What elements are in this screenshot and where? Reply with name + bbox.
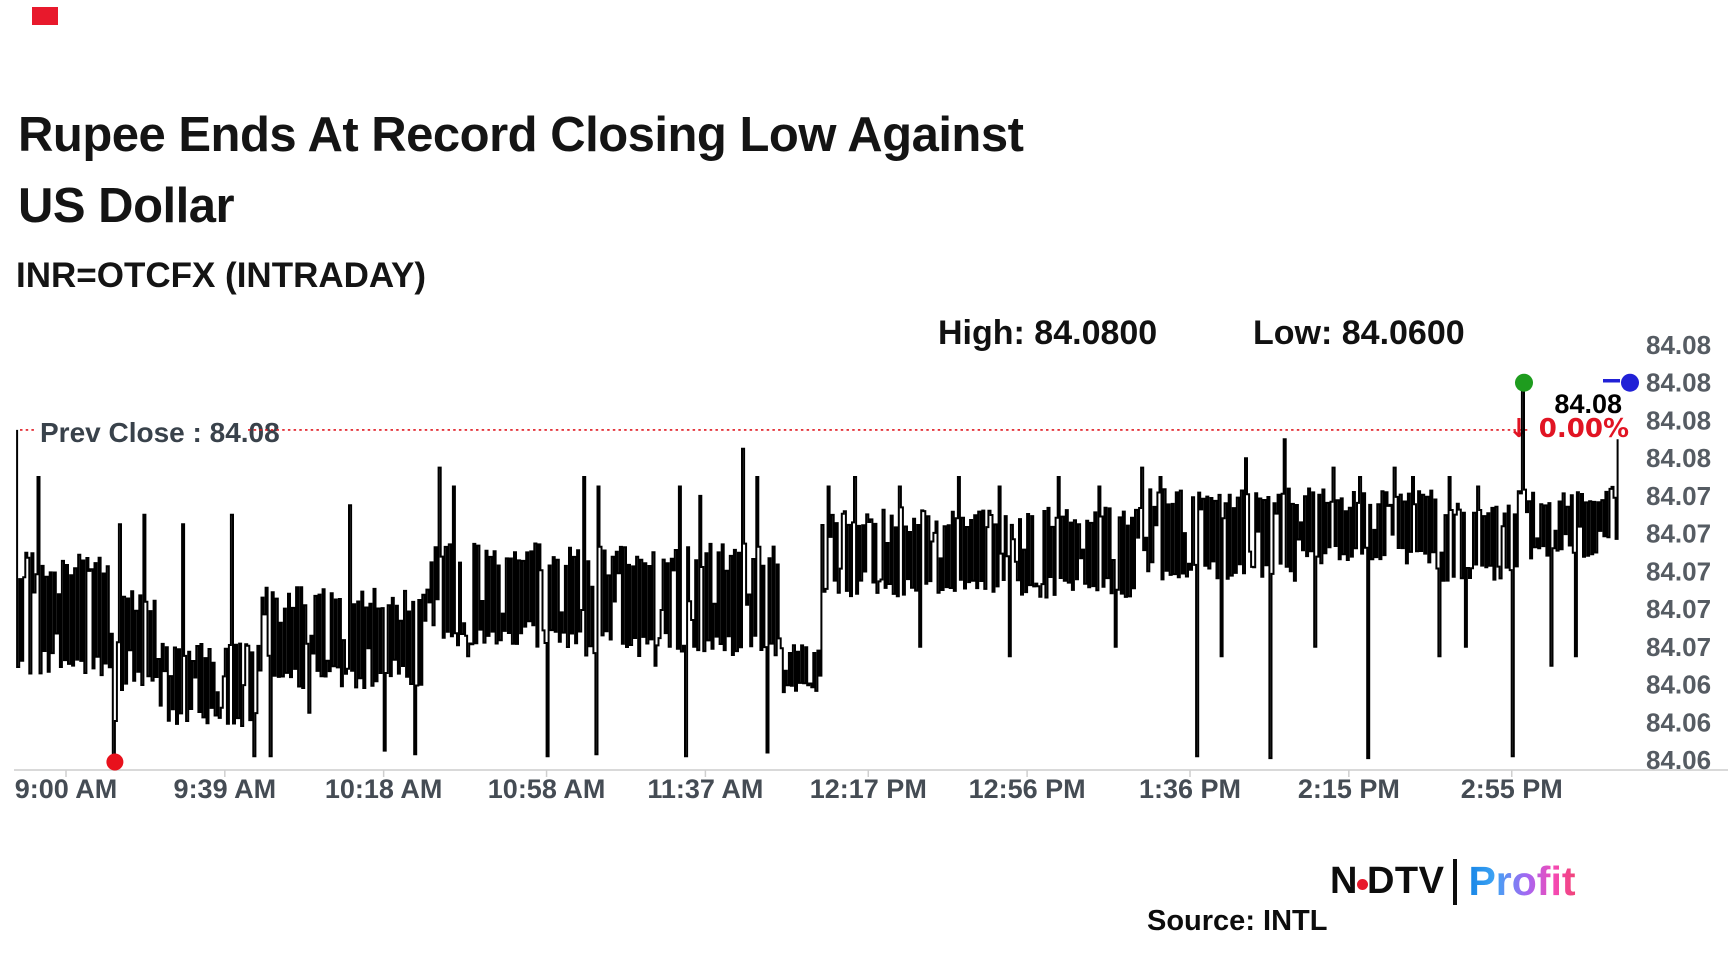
y-axis-label: 84.08 — [1646, 368, 1711, 398]
ndtv-logo-text: N DTV — [1330, 860, 1444, 903]
y-axis-label: 84.07 — [1646, 594, 1711, 624]
brand-accent-square — [32, 7, 58, 25]
prev-close-label: Prev Close : 84.08 — [40, 417, 280, 448]
x-axis-label: 11:37 AM — [647, 774, 763, 804]
x-axis-label: 9:39 AM — [174, 774, 277, 804]
x-axis-label: 2:15 PM — [1298, 774, 1400, 804]
high-stat-label: High: 84.0800 — [938, 314, 1158, 352]
ndtv-logo-n: N — [1330, 860, 1358, 902]
y-axis-label: 84.06 — [1646, 670, 1711, 700]
y-axis-label: 84.06 — [1646, 707, 1711, 737]
ndtv-profit-logo: N DTV Profit — [1330, 858, 1576, 905]
ndtv-logo-dtv: DTV — [1366, 860, 1445, 902]
x-axis-label: 10:18 AM — [325, 774, 443, 804]
y-axis-label: 84.08 — [1646, 405, 1711, 435]
x-axis-label: 2:55 PM — [1461, 774, 1563, 804]
price-change-label: ↓ 0.00% — [1507, 414, 1629, 444]
y-axis-label: 84.07 — [1646, 481, 1711, 511]
source-attribution: Source: INTL — [1147, 905, 1328, 937]
profit-logo-text: Profit — [1468, 858, 1576, 904]
x-axis-label: 1:36 PM — [1139, 774, 1241, 804]
low-marker-dot — [106, 753, 124, 771]
y-axis-label: 84.07 — [1646, 632, 1711, 662]
y-axis-label: 84.07 — [1646, 519, 1711, 549]
y-axis-label: 84.08 — [1646, 443, 1711, 473]
low-stat-label: Low: 84.0600 — [1253, 314, 1465, 352]
page-title: Rupee Ends At Record Closing Low Against… — [18, 100, 1024, 242]
instrument-subtitle: INR=OTCFX (INTRADAY) — [16, 256, 426, 295]
y-axis-label: 84.06 — [1646, 745, 1711, 775]
logo-divider-bar — [1453, 858, 1458, 905]
high-marker-dot — [1515, 373, 1533, 392]
y-axis-label: 84.07 — [1646, 556, 1711, 586]
ndtv-logo-red-dot-icon — [1356, 879, 1368, 890]
x-axis-label: 12:17 PM — [810, 774, 927, 804]
page-title-line1: Rupee Ends At Record Closing Low Against — [18, 108, 1024, 162]
x-axis-label: 10:58 AM — [488, 774, 606, 804]
page-title-line2: US Dollar — [18, 179, 235, 233]
intraday-price-chart: 9:00 AM 9:39 AM 10:18 AM 10:58 AM 11:37 AM 12… — [14, 330, 1728, 804]
last-price-label: 84.08 — [1554, 389, 1622, 419]
x-axis-label: 12:56 PM — [969, 774, 1086, 804]
price-line — [16, 381, 1619, 761]
last-price-marker-dot — [1621, 373, 1639, 392]
y-axis-label: 84.08 — [1646, 330, 1711, 360]
x-axis-label: 9:00 AM — [15, 774, 118, 804]
